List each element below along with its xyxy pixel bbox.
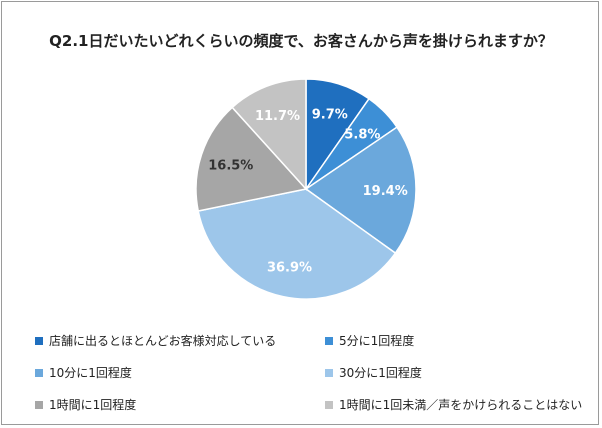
chart-title: Q2.1日だいたいどれくらいの頻度で、お客さんから声を掛けられますか？ — [49, 32, 553, 50]
data-label: 36.9% — [267, 261, 312, 276]
data-label: 5.8% — [344, 127, 380, 142]
pie-slice — [197, 188, 397, 300]
data-label: 11.7% — [255, 109, 300, 124]
pie-slice — [231, 78, 307, 191]
data-label: 9.7% — [312, 107, 348, 122]
pie-slice — [195, 106, 308, 212]
pie-slice — [304, 126, 417, 255]
data-label: 19.4% — [363, 184, 408, 199]
data-label: 16.5% — [208, 158, 253, 173]
